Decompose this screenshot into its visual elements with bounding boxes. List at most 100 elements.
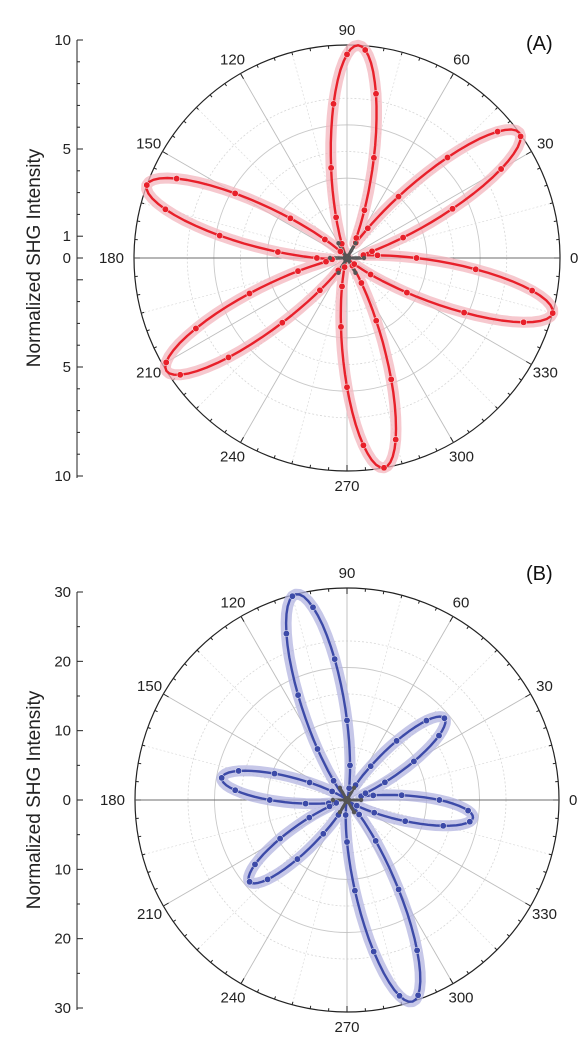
data-point <box>322 258 330 266</box>
angle-label-150: 150 <box>136 136 161 153</box>
data-point <box>367 271 375 278</box>
angle-tick <box>536 709 540 713</box>
angle-tick <box>163 693 169 698</box>
angle-tick <box>196 406 199 409</box>
angle-tick <box>517 919 521 923</box>
angle-tick <box>382 591 385 595</box>
grid-spoke <box>346 107 498 259</box>
data-point <box>316 286 324 294</box>
grid-spoke <box>346 799 498 951</box>
data-point <box>337 785 343 790</box>
data-point <box>235 767 243 775</box>
angle-tick <box>517 677 521 681</box>
data-point <box>460 309 468 317</box>
angle-tick <box>224 429 227 433</box>
angle-tick <box>196 947 200 951</box>
grid-spoke <box>291 595 348 801</box>
data-point <box>372 317 380 325</box>
radial-axis: 30 20 10 0 10 20 30 <box>54 584 83 1017</box>
data-point <box>345 784 353 792</box>
data-point <box>330 100 337 108</box>
angle-tick <box>172 135 176 138</box>
data-point <box>313 254 321 262</box>
data-point <box>380 464 388 472</box>
radial-tick-label: 20 <box>54 653 71 670</box>
angle-tick <box>196 107 199 110</box>
grid-spoke <box>346 257 553 314</box>
angle-tick <box>210 637 214 641</box>
angle-tick <box>240 73 244 79</box>
data-point <box>351 887 359 895</box>
angle-tick <box>467 83 470 87</box>
grid-spoke <box>142 799 348 856</box>
data-point <box>282 630 290 638</box>
angle-tick <box>418 455 421 459</box>
data-point <box>231 189 239 197</box>
angle-tick <box>209 418 213 422</box>
angle-tick <box>153 167 157 170</box>
data-point <box>359 441 367 449</box>
radial-tick-label: 30 <box>54 1000 71 1017</box>
angle-tick <box>434 989 438 993</box>
data-point <box>353 241 358 246</box>
data-point <box>218 774 226 782</box>
radial-tick-label: 1 <box>63 228 71 245</box>
angle-tick-labels: 0 30 60 90 120 150 180 210 240 270 300 330 <box>100 565 577 1036</box>
data-point <box>369 791 377 799</box>
data-point <box>414 991 422 999</box>
angle-label-180: 180 <box>99 250 124 267</box>
angle-label-270: 270 <box>334 1019 359 1036</box>
angle-tick <box>494 649 498 653</box>
grid-spoke <box>240 73 348 259</box>
data-point <box>374 251 381 259</box>
angle-label-300: 300 <box>448 989 473 1006</box>
angle-label-330: 330 <box>532 906 557 923</box>
data-point <box>319 830 327 838</box>
angle-tick <box>273 455 276 459</box>
angle-tick <box>274 600 276 604</box>
angle-tick <box>240 978 245 984</box>
angle-tick <box>240 437 244 443</box>
angle-label-0: 0 <box>569 792 577 809</box>
angle-tick <box>163 902 169 907</box>
angle-label-150: 150 <box>137 678 162 695</box>
angle-label-0: 0 <box>570 250 578 267</box>
data-point <box>343 716 351 724</box>
data-point <box>302 800 310 808</box>
angle-tick <box>466 626 470 630</box>
angle-tick <box>435 64 438 68</box>
angle-tick <box>141 202 145 205</box>
radial-tick-label: 5 <box>63 141 71 158</box>
data-point <box>143 181 151 189</box>
data-point <box>364 224 372 232</box>
data-point <box>341 263 349 271</box>
data-point <box>251 860 259 868</box>
grid-spoke <box>346 744 552 801</box>
data-point <box>336 270 341 275</box>
angle-tick <box>418 57 421 61</box>
data-point <box>264 875 272 883</box>
angle-label-270: 270 <box>334 478 359 495</box>
data-point <box>353 802 361 810</box>
data-point <box>370 809 378 817</box>
grid-spoke <box>196 257 348 409</box>
data-point <box>357 279 365 287</box>
angle-label-330: 330 <box>533 365 558 382</box>
data-point <box>321 236 329 243</box>
grid-spoke <box>346 257 498 409</box>
grid-spoke <box>196 107 348 259</box>
grid-spoke <box>346 202 553 259</box>
data-point <box>440 714 448 722</box>
data-point <box>398 791 406 799</box>
angle-tick <box>256 64 259 68</box>
angle-tick <box>480 959 484 963</box>
data-point <box>392 436 400 444</box>
angle-label-210: 210 <box>136 365 161 382</box>
angle-tick <box>240 616 245 622</box>
angle-tick <box>196 649 200 653</box>
data-point <box>306 779 314 786</box>
data-point <box>162 358 170 366</box>
series-points <box>143 46 557 472</box>
angle-tick <box>506 663 510 667</box>
